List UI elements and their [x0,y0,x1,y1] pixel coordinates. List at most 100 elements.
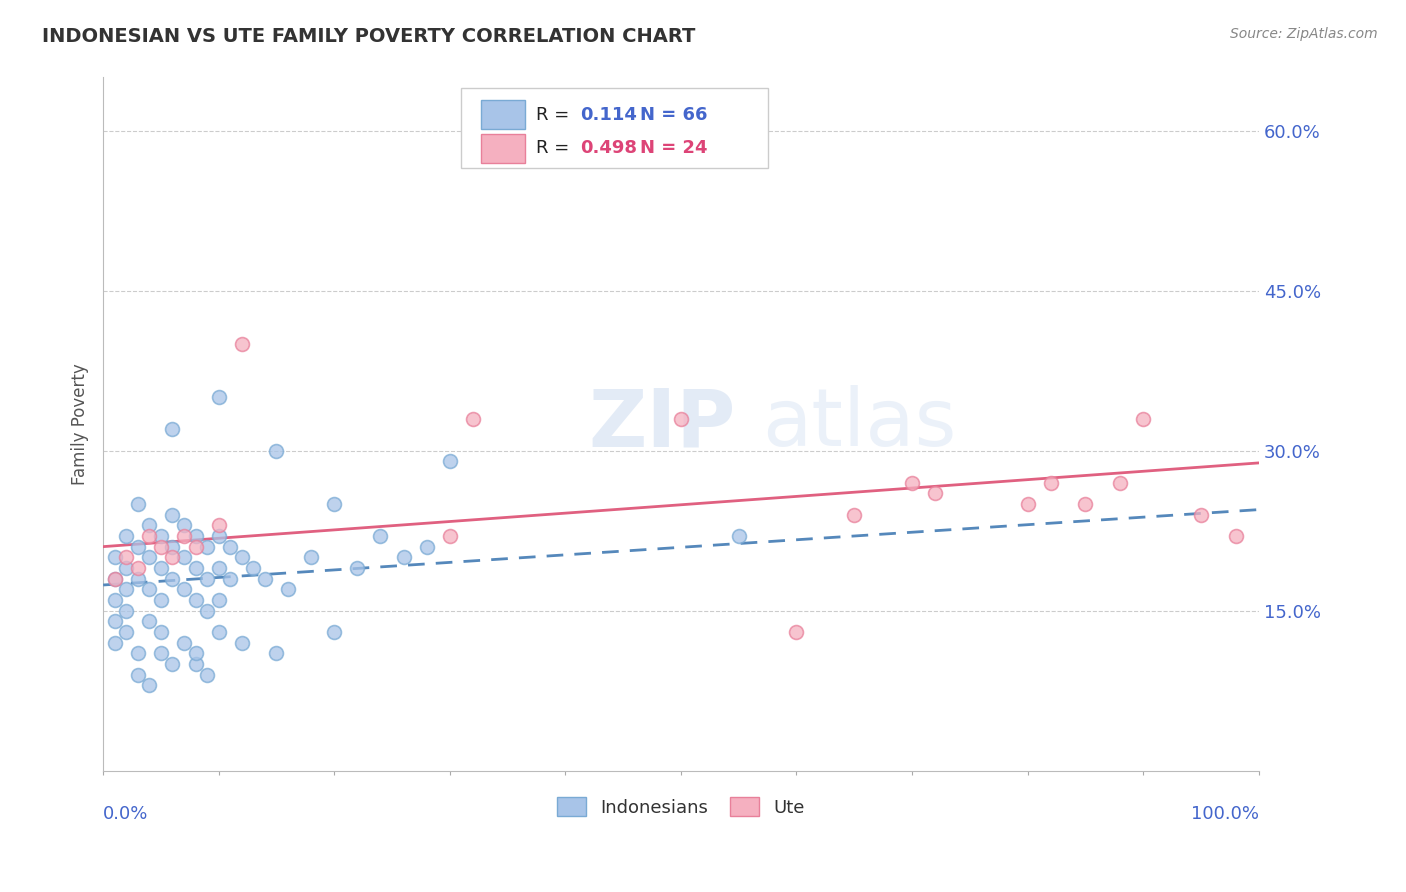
Point [346,561,368,575]
Point [924,486,946,500]
Point [138,582,160,597]
Point [149,625,172,640]
Point [1225,529,1247,543]
Point [231,337,253,351]
Point [149,561,172,575]
Point [173,636,195,650]
Point [727,529,749,543]
Point [104,615,127,629]
Point [127,667,149,681]
Text: Source: ZipAtlas.com: Source: ZipAtlas.com [1230,27,1378,41]
Point [253,572,276,586]
Point [785,625,807,640]
Point [415,540,437,554]
Point [277,582,299,597]
Point [844,508,866,522]
Point [115,604,138,618]
Point [127,497,149,511]
Point [162,508,184,522]
Point [439,454,461,468]
FancyBboxPatch shape [481,134,524,162]
Point [219,572,242,586]
Point [173,518,195,533]
Text: atlas: atlas [762,385,956,463]
FancyBboxPatch shape [461,87,768,168]
Point [1074,497,1097,511]
Point [266,443,288,458]
Point [162,422,184,436]
Point [138,678,160,692]
Point [195,572,218,586]
Point [1109,475,1132,490]
Point [461,411,484,425]
Point [184,593,207,607]
Point [173,550,195,565]
Text: INDONESIAN VS UTE FAMILY POVERTY CORRELATION CHART: INDONESIAN VS UTE FAMILY POVERTY CORRELA… [42,27,696,45]
Point [1039,475,1062,490]
Legend: Indonesians, Ute: Indonesians, Ute [550,790,811,824]
Point [195,667,218,681]
Point [231,550,253,565]
Point [115,529,138,543]
Point [115,582,138,597]
Point [323,625,346,640]
Point [208,391,231,405]
Point [669,411,692,425]
Point [162,550,184,565]
Point [208,561,231,575]
Point [1132,411,1154,425]
Point [184,657,207,671]
Text: N = 24: N = 24 [641,139,709,157]
FancyBboxPatch shape [481,100,524,129]
Point [149,540,172,554]
Text: 0.0%: 0.0% [103,805,149,823]
Point [195,604,218,618]
Text: 0.114: 0.114 [581,105,637,124]
Point [138,518,160,533]
Text: N = 66: N = 66 [641,105,709,124]
Point [149,646,172,660]
Point [323,497,346,511]
Point [149,529,172,543]
Point [173,582,195,597]
Point [104,572,127,586]
Point [231,636,253,650]
Point [184,646,207,660]
Point [1189,508,1212,522]
Point [149,593,172,607]
Point [162,572,184,586]
Point [195,540,218,554]
Point [208,518,231,533]
Point [104,636,127,650]
Point [127,646,149,660]
Point [1017,497,1039,511]
Point [208,593,231,607]
Point [184,540,207,554]
Point [184,529,207,543]
Point [162,657,184,671]
Point [115,625,138,640]
Y-axis label: Family Poverty: Family Poverty [72,363,89,485]
Point [104,572,127,586]
Text: 100.0%: 100.0% [1191,805,1258,823]
Point [138,550,160,565]
Point [266,646,288,660]
Point [219,540,242,554]
Point [127,540,149,554]
Point [299,550,322,565]
Point [162,540,184,554]
Point [242,561,264,575]
Point [208,529,231,543]
Text: 0.498: 0.498 [581,139,637,157]
Text: ZIP: ZIP [589,385,735,463]
Point [104,550,127,565]
Point [184,561,207,575]
Text: R =: R = [537,105,575,124]
Point [127,561,149,575]
Point [138,615,160,629]
Point [104,593,127,607]
Point [901,475,924,490]
Point [392,550,415,565]
Point [115,561,138,575]
Point [208,625,231,640]
